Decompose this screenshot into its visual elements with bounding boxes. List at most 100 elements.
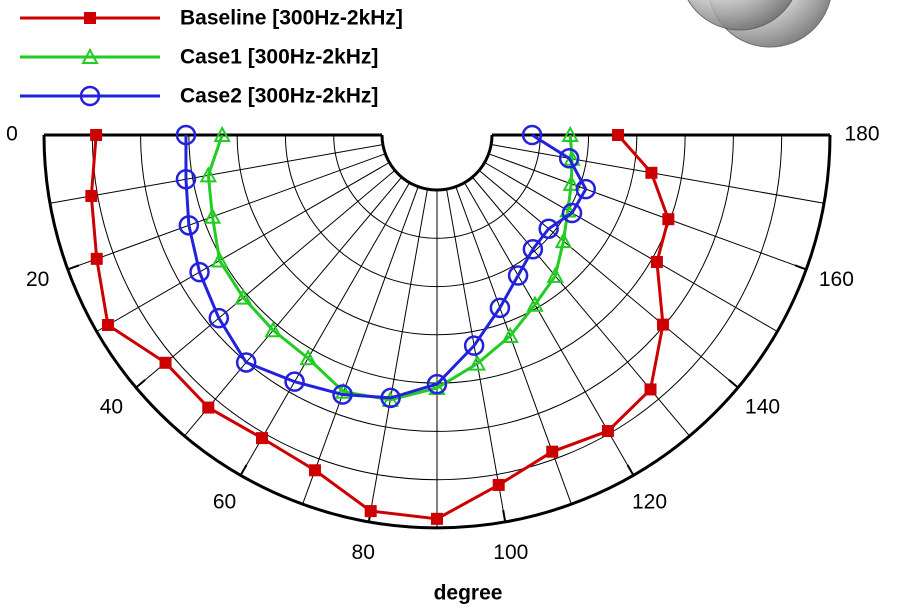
marker <box>526 295 544 312</box>
marker <box>644 383 657 396</box>
legend-label: Case2 [300Hz-2kHz] <box>180 85 378 108</box>
marker <box>79 85 101 107</box>
marker <box>507 265 529 286</box>
marker <box>364 505 377 518</box>
x-tick-label: 160 <box>819 268 854 291</box>
marker <box>426 373 448 395</box>
marker <box>308 464 321 477</box>
x-tick-label: 0 <box>6 123 18 146</box>
marker <box>492 478 505 491</box>
grid-spoke <box>49 144 383 204</box>
plot-area <box>85 124 675 525</box>
grid-spoke <box>184 176 403 437</box>
marker <box>299 349 317 366</box>
marker <box>189 261 210 283</box>
legend: Baseline [300Hz-2kHz] Case1 [300Hz-2kHz] C… <box>20 7 403 108</box>
marker <box>656 318 669 331</box>
marker <box>334 382 353 399</box>
marker <box>284 371 305 392</box>
marker <box>210 251 229 268</box>
marker <box>255 432 268 445</box>
x-axis-label: degree <box>434 582 503 605</box>
marker <box>213 125 231 142</box>
series-line <box>184 133 588 400</box>
grid-spoke <box>368 189 428 523</box>
x-tick <box>626 464 635 476</box>
marker <box>558 148 580 169</box>
grid-spoke <box>488 153 807 270</box>
marker <box>380 387 401 409</box>
marker <box>431 512 443 525</box>
marker <box>546 445 559 458</box>
marker <box>501 326 519 343</box>
grid <box>43 134 831 529</box>
marker <box>175 169 197 190</box>
x-tick <box>728 379 739 389</box>
marker <box>612 129 625 141</box>
frame-outer <box>42 134 832 530</box>
marker <box>662 213 675 226</box>
grid-circle <box>381 134 493 191</box>
marker <box>199 166 217 183</box>
grid-spoke <box>484 162 778 332</box>
marker <box>522 239 544 260</box>
x-tick <box>239 464 248 476</box>
x-tick <box>135 379 146 389</box>
marker <box>159 356 172 369</box>
decoration <box>687 0 831 48</box>
legend-label: Case1 [300Hz-2kHz] <box>180 46 378 69</box>
marker <box>645 166 658 179</box>
grid-spoke <box>96 162 390 332</box>
x-tick <box>794 264 807 271</box>
marker <box>85 189 98 202</box>
marker <box>601 425 614 438</box>
marker <box>561 202 583 224</box>
marker <box>90 252 103 265</box>
marker <box>202 401 215 414</box>
marker <box>468 354 486 371</box>
x-tick-label: 140 <box>745 396 780 419</box>
marker <box>235 352 257 373</box>
grid-spoke <box>67 153 386 270</box>
grid-spoke <box>135 169 396 388</box>
grid-spoke <box>302 186 419 505</box>
marker <box>81 47 99 64</box>
frame: 0 20 40 60 80 100 120 140 160 180 <box>6 123 879 565</box>
marker <box>332 384 353 405</box>
grid-spoke <box>240 182 410 476</box>
marker <box>208 307 230 329</box>
marker <box>538 218 559 239</box>
marker <box>101 318 114 331</box>
marker <box>175 124 197 146</box>
x-tick-label: 40 <box>100 396 123 419</box>
marker <box>84 12 96 24</box>
marker <box>264 321 282 338</box>
x-tick <box>67 264 80 271</box>
marker <box>90 129 103 141</box>
marker <box>562 174 580 191</box>
marker <box>234 288 252 305</box>
grid-spoke <box>491 144 825 204</box>
x-tick-label: 80 <box>352 541 375 564</box>
x-tick-label: 60 <box>213 491 236 514</box>
marker <box>463 335 485 356</box>
x-tick-label: 120 <box>632 491 667 514</box>
marker <box>650 255 663 268</box>
x-tick-label: 20 <box>26 268 49 291</box>
frame-inner <box>380 134 494 192</box>
grid-spoke <box>478 169 739 388</box>
marker <box>575 178 597 200</box>
series-line <box>206 134 574 402</box>
marker <box>203 207 222 224</box>
x-tick-label: 100 <box>493 541 528 564</box>
marker <box>561 125 579 142</box>
marker <box>489 297 511 319</box>
marker <box>521 124 543 146</box>
marker <box>554 232 573 249</box>
x-tick <box>502 510 507 523</box>
x-tick-label: 180 <box>844 123 879 146</box>
legend-label: Baseline [300Hz-2kHz] <box>180 7 403 30</box>
marker <box>546 266 564 283</box>
